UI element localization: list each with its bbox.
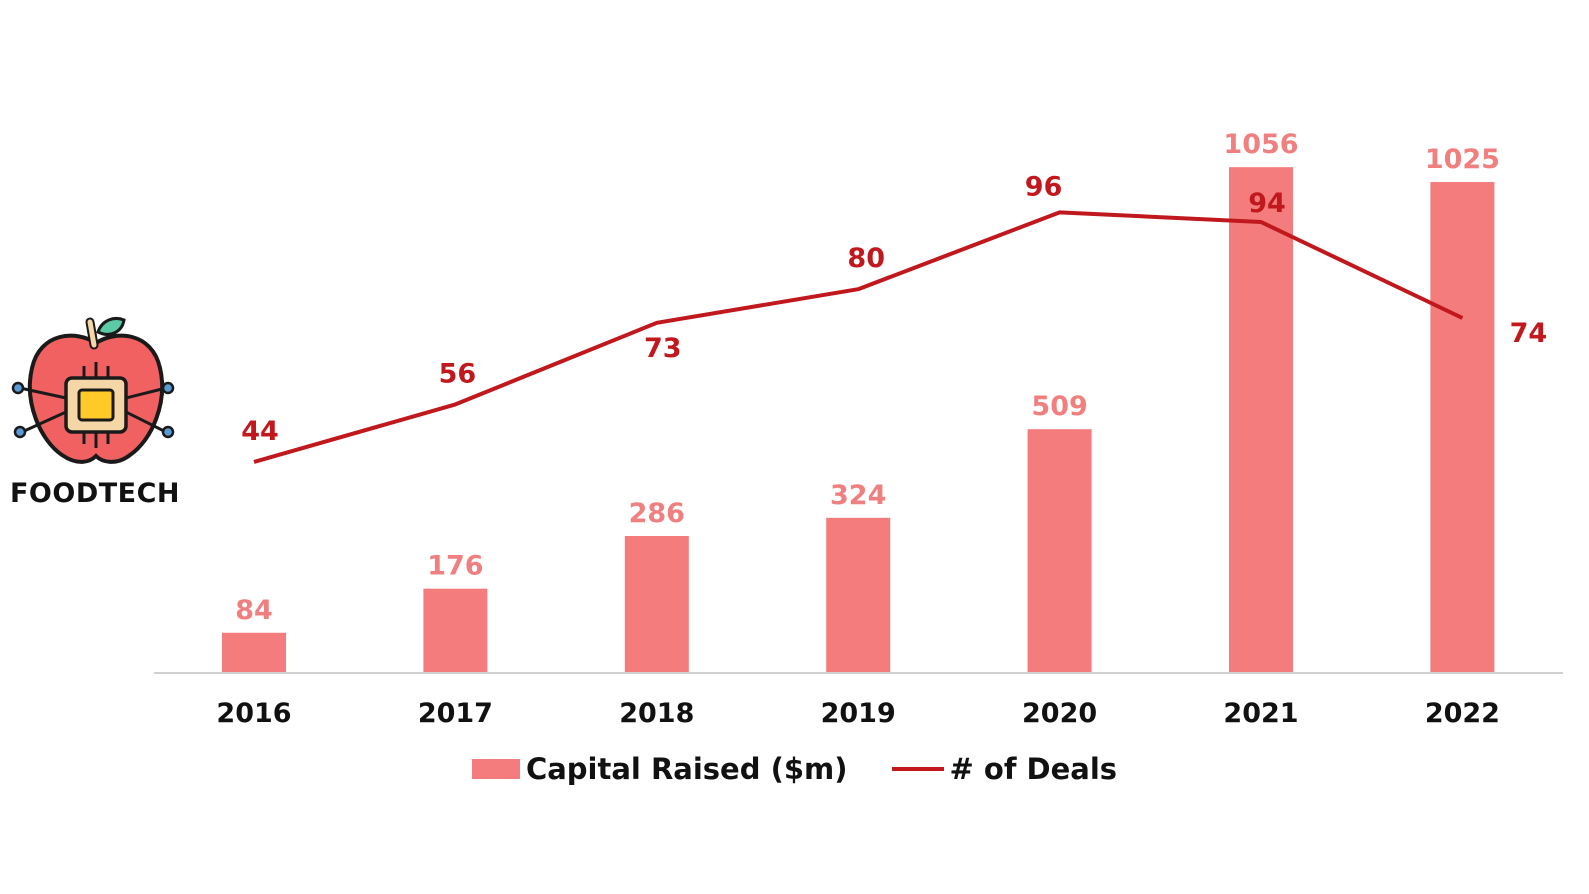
x-tick-2017: 2017 — [418, 698, 493, 729]
legend-bar-swatch — [471, 759, 520, 779]
bar-2016 — [222, 632, 286, 673]
bar-label-2017: 176 — [427, 551, 483, 582]
legend-item-capital: Capital Raised ($m) — [471, 752, 848, 786]
legend-line-swatch — [891, 767, 944, 771]
deals-label-2019: 80 — [847, 243, 885, 274]
deals-label-2017: 56 — [439, 358, 477, 389]
x-tick-2020: 2020 — [1022, 698, 1097, 729]
x-tick-2019: 2019 — [821, 698, 896, 729]
x-tick-2021: 2021 — [1223, 698, 1298, 729]
bar-2017 — [423, 588, 488, 673]
bar-2020 — [1027, 429, 1092, 673]
legend-label-deals: # of Deals — [949, 752, 1118, 786]
bar-label-2020: 509 — [1031, 391, 1087, 422]
deals-label-2021: 94 — [1248, 188, 1286, 219]
bar-label-2016: 84 — [235, 595, 273, 626]
logo-label: FOODTECH — [9, 478, 181, 509]
bar-2021 — [1229, 167, 1293, 673]
deals-label-2020: 96 — [1025, 171, 1063, 202]
x-tick-2016: 2016 — [216, 698, 291, 729]
bar-label-2019: 324 — [830, 480, 886, 511]
bar-label-2022: 1025 — [1425, 144, 1500, 175]
legend-item-deals: # of Deals — [891, 752, 1118, 786]
deals-label-2016: 44 — [241, 416, 279, 447]
bar-label-2018: 286 — [629, 498, 685, 529]
bar-label-2021: 1056 — [1223, 129, 1298, 160]
bar-2022 — [1430, 182, 1495, 673]
apple-chip-icon — [11, 317, 175, 464]
legend: Capital Raised ($m) # of Deals — [0, 752, 1589, 786]
deals-label-2018: 73 — [644, 333, 682, 364]
x-tick-2018: 2018 — [619, 698, 694, 729]
deals-label-2022: 74 — [1510, 318, 1548, 349]
bar-2019 — [826, 517, 891, 673]
x-tick-2022: 2022 — [1425, 698, 1500, 729]
legend-label-capital: Capital Raised ($m) — [525, 752, 848, 786]
bar-2018 — [624, 536, 689, 673]
